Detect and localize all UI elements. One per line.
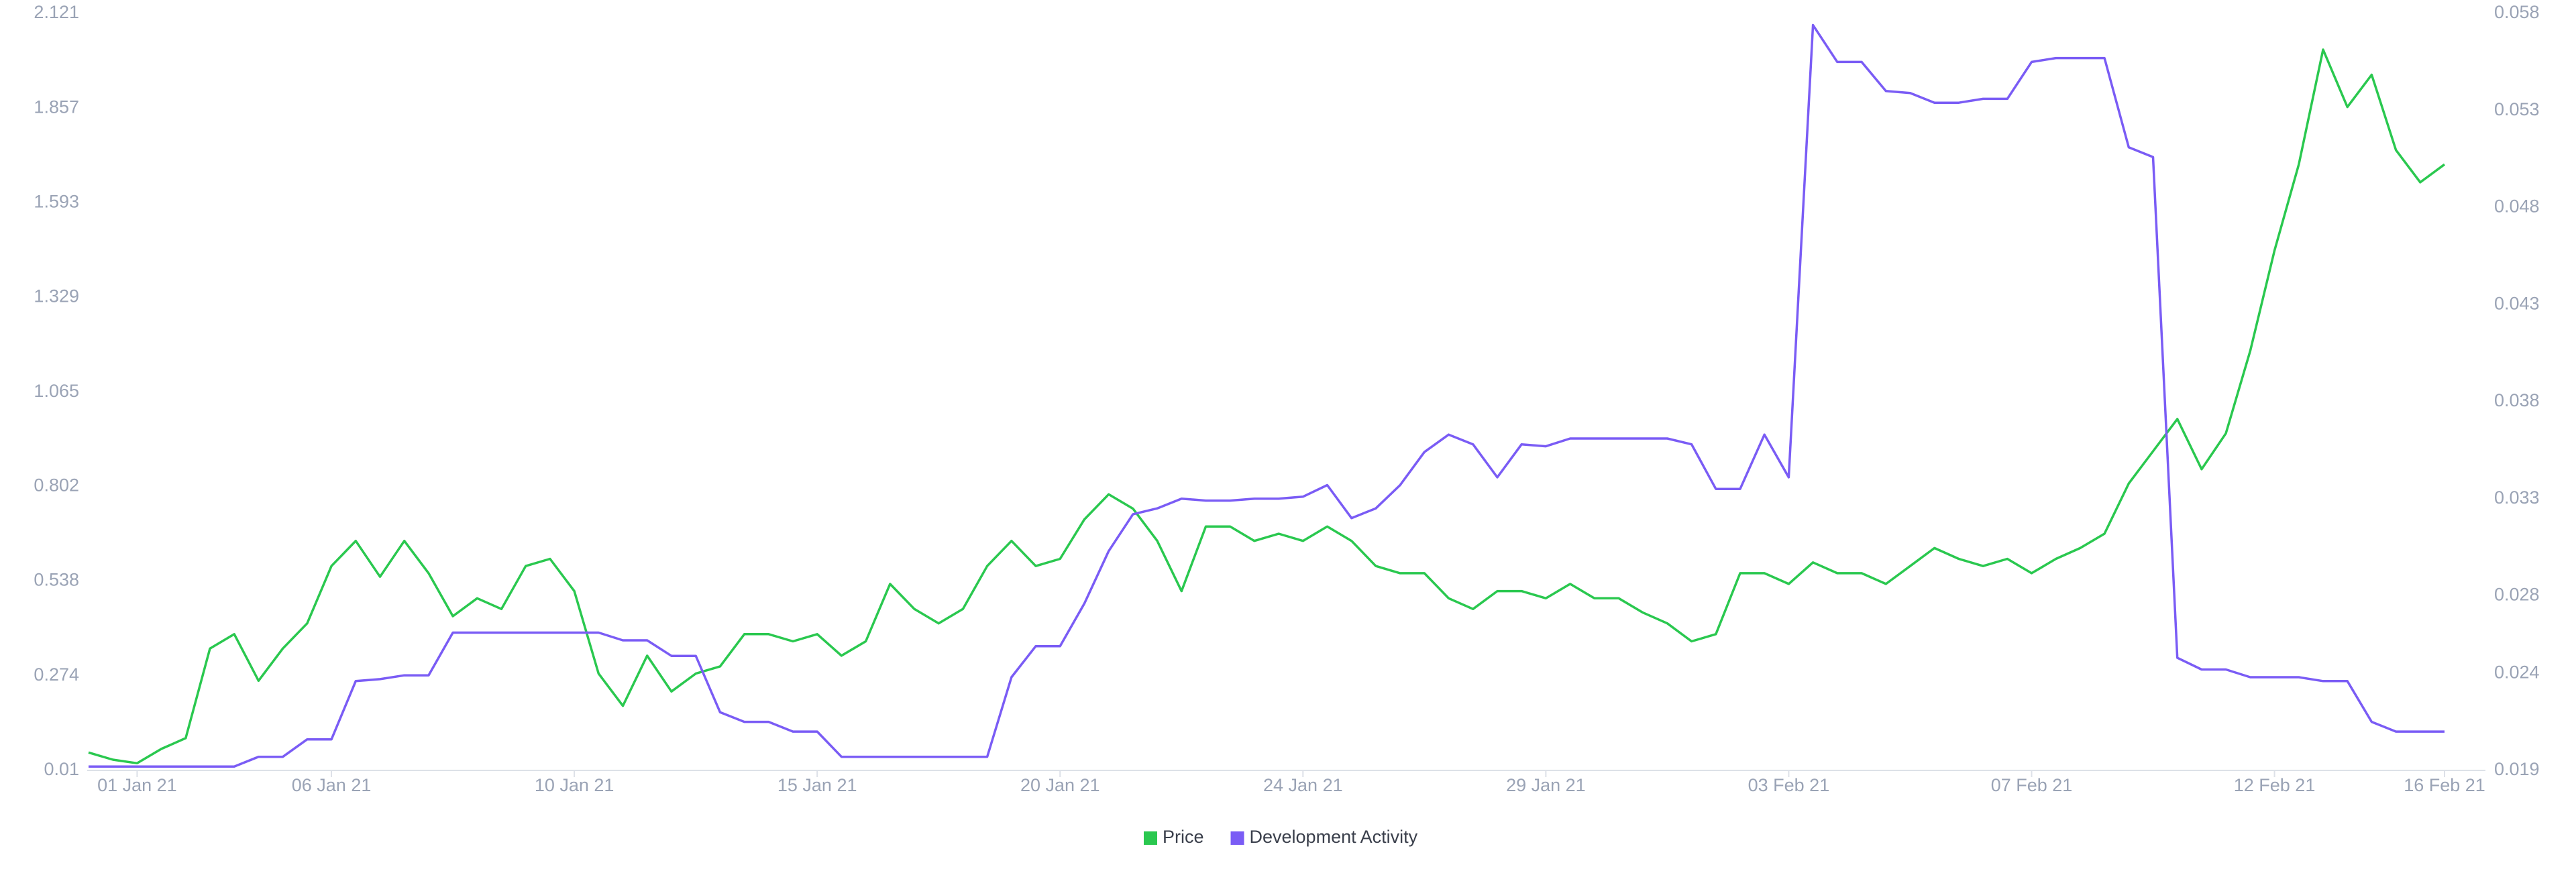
y2-tick-label: 0.043 [2494,293,2540,313]
legend-swatch [1144,831,1157,845]
legend-label: Price [1163,827,1204,847]
y2-tick-label: 0.048 [2494,196,2540,217]
y2-tick-label: 0.019 [2494,759,2540,779]
y2-tick-label: 0.038 [2494,390,2540,410]
y-tick-label: 0.01 [44,759,79,779]
y-tick-label: 1.329 [34,286,79,306]
y2-tick-label: 0.024 [2494,662,2540,682]
y-tick-label: 2.121 [34,2,79,22]
x-tick-label: 10 Jan 21 [535,775,614,795]
y2-tick-label: 0.053 [2494,99,2540,119]
x-tick-label: 16 Feb 21 [2404,775,2485,795]
x-tick-label: 20 Jan 21 [1020,775,1100,795]
x-tick-label: 03 Feb 21 [1748,775,1830,795]
y-tick-label: 0.274 [34,664,79,685]
series-line [88,48,2446,765]
x-tick-label: 29 Jan 21 [1506,775,1586,795]
y-tick-label: 1.857 [34,97,79,117]
y-tick-label: 0.538 [34,570,79,590]
x-tick-label: 07 Feb 21 [1991,775,2073,795]
legend-label: Development Activity [1250,827,1418,847]
x-tick-label: 24 Jan 21 [1263,775,1343,795]
x-tick-label: 12 Feb 21 [2234,775,2316,795]
y2-tick-label: 0.058 [2494,2,2540,22]
y-tick-label: 1.593 [34,192,79,212]
y2-tick-label: 0.028 [2494,585,2540,605]
y-tick-label: 0.802 [34,475,79,495]
x-tick-label: 01 Jan 21 [97,775,177,795]
x-tick-label: 15 Jan 21 [777,775,857,795]
y-tick-label: 1.065 [34,381,79,401]
x-tick-label: 06 Jan 21 [292,775,372,795]
series-line [89,23,2445,768]
legend-swatch [1230,831,1244,845]
y2-tick-label: 0.033 [2494,487,2540,508]
